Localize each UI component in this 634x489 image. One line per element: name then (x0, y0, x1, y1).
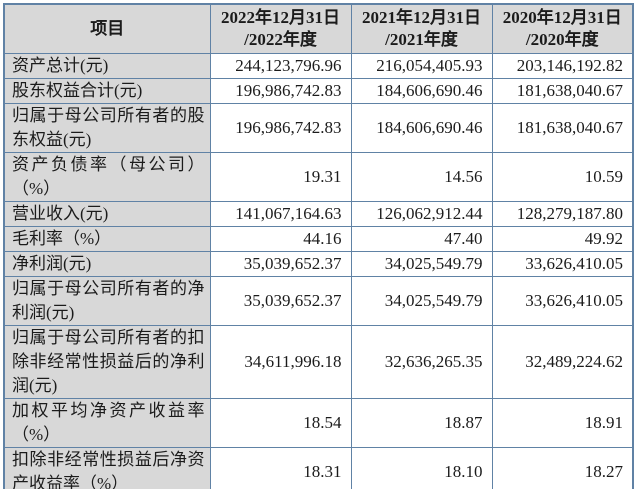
header-2020-cell: 2020年12月31日 /2020年度 (491, 3, 634, 54)
row-value-2020: 18.91 (491, 398, 634, 448)
table-row-total-equity: 股东权益合计(元) 196,986,742.83 184,606,690.46 … (3, 78, 634, 104)
row-value-2022: 244,123,796.96 (209, 53, 352, 79)
header-2022-cell: 2022年12月31日 /2022年度 (209, 3, 352, 54)
row-value-2020: 33,626,410.05 (491, 276, 634, 326)
row-label: 股东权益合计(元) (3, 78, 211, 104)
row-label: 净利润(元) (3, 251, 211, 277)
table-row-parent-net-profit: 归属于母公司所有者的净利润(元) 35,039,652.37 34,025,54… (3, 276, 634, 326)
table-row-revenue: 营业收入(元) 141,067,164.63 126,062,912.44 12… (3, 201, 634, 227)
table-row-gross-margin: 毛利率（%） 44.16 47.40 49.92 (3, 226, 634, 252)
row-value-2022: 141,067,164.63 (209, 201, 352, 227)
row-value-2021: 18.10 (350, 447, 493, 489)
row-value-2020: 128,279,187.80 (491, 201, 634, 227)
row-value-2020: 18.27 (491, 447, 634, 489)
row-value-2021: 47.40 (350, 226, 493, 252)
header-2020-date: 2020年12月31日 (502, 8, 622, 27)
row-value-2022: 44.16 (209, 226, 352, 252)
header-2020-period: /2020年度 (525, 30, 599, 49)
table-row-parent-net-profit-deducted: 归属于母公司所有者的扣除非经常性损益后的净利润(元) 34,611,996.18… (3, 325, 634, 399)
row-value-2021: 184,606,690.46 (350, 78, 493, 104)
row-value-2021: 18.87 (350, 398, 493, 448)
table-row-debt-ratio: 资产负债率（母公司）（%） 19.31 14.56 10.59 (3, 152, 634, 202)
row-value-2022: 35,039,652.37 (209, 251, 352, 277)
row-value-2022: 18.31 (209, 447, 352, 489)
row-label: 资产负债率（母公司）（%） (3, 152, 211, 202)
financial-summary-table: 项目 2022年12月31日 /2022年度 2021年12月31日 /2021… (3, 3, 634, 489)
row-label: 营业收入(元) (3, 201, 211, 227)
header-2022-date: 2022年12月31日 (221, 8, 340, 27)
row-value-2020: 181,638,040.67 (491, 103, 634, 153)
row-value-2021: 126,062,912.44 (350, 201, 493, 227)
row-label: 归属于母公司所有者的股东权益(元) (3, 103, 211, 153)
header-item-cell: 项目 (3, 3, 211, 54)
row-label: 扣除非经常性损益后净资产收益率（%） (3, 447, 211, 489)
header-2021-period: /2021年度 (385, 30, 458, 49)
row-value-2022: 34,611,996.18 (209, 325, 352, 399)
table-header-row: 项目 2022年12月31日 /2022年度 2021年12月31日 /2021… (3, 3, 634, 54)
header-2021-date: 2021年12月31日 (362, 8, 481, 27)
row-value-2021: 34,025,549.79 (350, 276, 493, 326)
row-value-2020: 181,638,040.67 (491, 78, 634, 104)
row-label: 加权平均净资产收益率（%） (3, 398, 211, 448)
row-value-2022: 19.31 (209, 152, 352, 202)
row-value-2022: 196,986,742.83 (209, 103, 352, 153)
row-label: 资产总计(元) (3, 53, 211, 79)
row-value-2021: 32,636,265.35 (350, 325, 493, 399)
row-label: 归属于母公司所有者的扣除非经常性损益后的净利润(元) (3, 325, 211, 399)
row-value-2021: 184,606,690.46 (350, 103, 493, 153)
row-value-2020: 33,626,410.05 (491, 251, 634, 277)
table-row-weighted-roe: 加权平均净资产收益率（%） 18.54 18.87 18.91 (3, 398, 634, 448)
table-row-net-profit: 净利润(元) 35,039,652.37 34,025,549.79 33,62… (3, 251, 634, 277)
table-row-parent-equity: 归属于母公司所有者的股东权益(元) 196,986,742.83 184,606… (3, 103, 634, 153)
row-value-2021: 14.56 (350, 152, 493, 202)
table-row-total-assets: 资产总计(元) 244,123,796.96 216,054,405.93 20… (3, 53, 634, 79)
header-2022-period: /2022年度 (244, 30, 317, 49)
row-value-2022: 196,986,742.83 (209, 78, 352, 104)
row-value-2020: 10.59 (491, 152, 634, 202)
row-value-2022: 18.54 (209, 398, 352, 448)
row-label: 毛利率（%） (3, 226, 211, 252)
row-value-2021: 216,054,405.93 (350, 53, 493, 79)
row-value-2021: 34,025,549.79 (350, 251, 493, 277)
row-value-2020: 49.92 (491, 226, 634, 252)
header-2021-cell: 2021年12月31日 /2021年度 (350, 3, 493, 54)
table-row-deducted-roe: 扣除非经常性损益后净资产收益率（%） 18.31 18.10 18.27 (3, 447, 634, 489)
row-value-2022: 35,039,652.37 (209, 276, 352, 326)
row-value-2020: 32,489,224.62 (491, 325, 634, 399)
row-label: 归属于母公司所有者的净利润(元) (3, 276, 211, 326)
row-value-2020: 203,146,192.82 (491, 53, 634, 79)
